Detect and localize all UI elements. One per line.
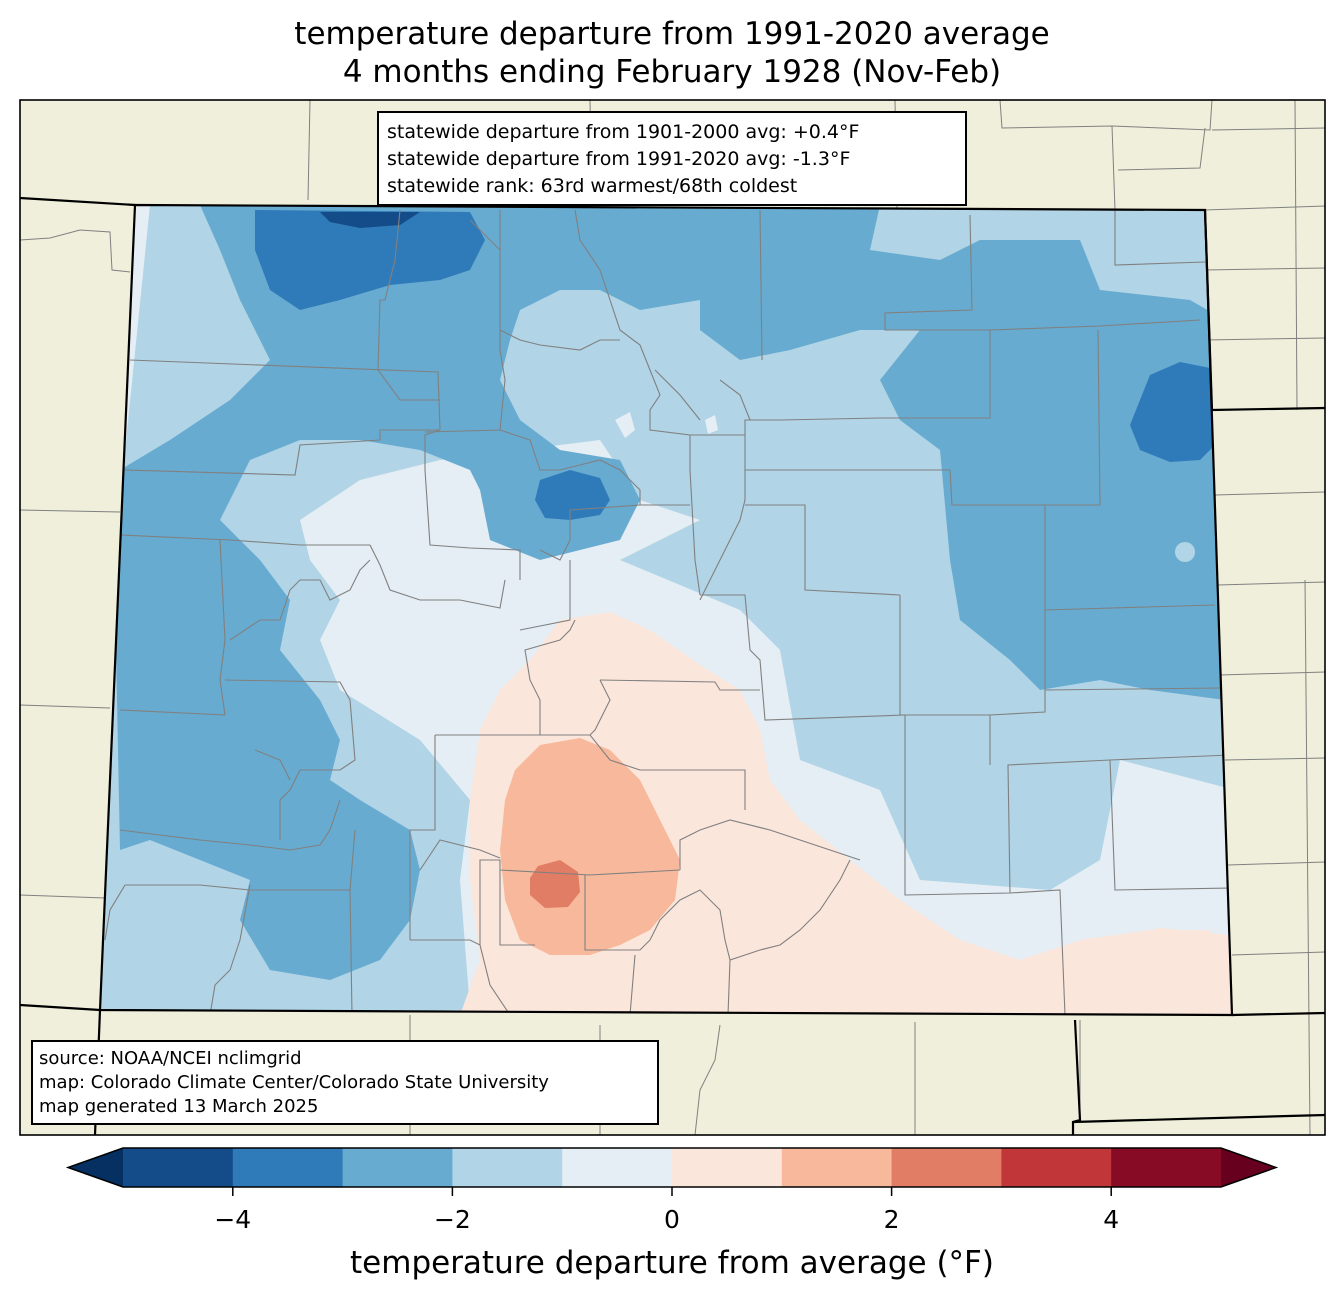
colorbar-tick-label: 2 (884, 1205, 900, 1234)
map-title-line-2: 4 months ending February 1928 (Nov-Feb) (342, 54, 1002, 90)
colorbar-segment (781, 1148, 893, 1187)
stats-line-3: statewide rank: 63rd warmest/68th coldes… (387, 175, 797, 197)
colorbar-segment (342, 1148, 453, 1187)
colorbar-over-arrow (1221, 1148, 1276, 1187)
colorbar-segment (891, 1148, 1002, 1187)
colorbar-label: temperature departure from average (°F) (350, 1245, 994, 1281)
colorbar-tick-label: −2 (434, 1205, 471, 1234)
colorbar-tick-label: −4 (214, 1205, 251, 1234)
source-box: source: NOAA/NCEI nclimgrid map: Colorad… (31, 1040, 659, 1125)
colorbar-tick-label: 0 (664, 1205, 680, 1234)
colorbar-ticks: −4 −2 0 2 4 (214, 1187, 1119, 1234)
stats-line-2: statewide departure from 1991-2020 avg: … (387, 148, 850, 170)
colorbar-segment (1111, 1148, 1222, 1187)
colorbar-segment (123, 1148, 234, 1187)
colorbar-outline (65, 1147, 1279, 1188)
source-line-1: source: NOAA/NCEI nclimgrid (39, 1048, 302, 1069)
colorbar-segment (562, 1148, 673, 1187)
colorbar-segment (452, 1148, 563, 1187)
colorbar-segments (123, 1148, 1222, 1187)
source-line-3: map generated 13 March 2025 (39, 1096, 318, 1117)
stats-line-1: statewide departure from 1901-2000 avg: … (387, 121, 859, 143)
statewide-stats-box: statewide departure from 1901-2000 avg: … (377, 111, 967, 206)
colorbar-segment (1001, 1148, 1112, 1187)
source-line-2: map: Colorado Climate Center/Colorado St… (39, 1072, 549, 1093)
colorado-county-lines (104, 209, 1231, 1015)
map-frame (19, 99, 1326, 1136)
neighbor-state-lines (20, 196, 1325, 1135)
colorbar: −4 −2 0 2 4 temperature departure from avera… (65, 1147, 1279, 1281)
temperature-departure-field (100, 205, 1232, 1015)
colorbar-segment (672, 1148, 783, 1187)
colorbar-segment (232, 1148, 344, 1187)
map-title-line-1: temperature departure from 1991-2020 ave… (294, 16, 1050, 52)
colorbar-tick-label: 4 (1103, 1205, 1119, 1234)
colorbar-under-arrow (68, 1148, 123, 1187)
